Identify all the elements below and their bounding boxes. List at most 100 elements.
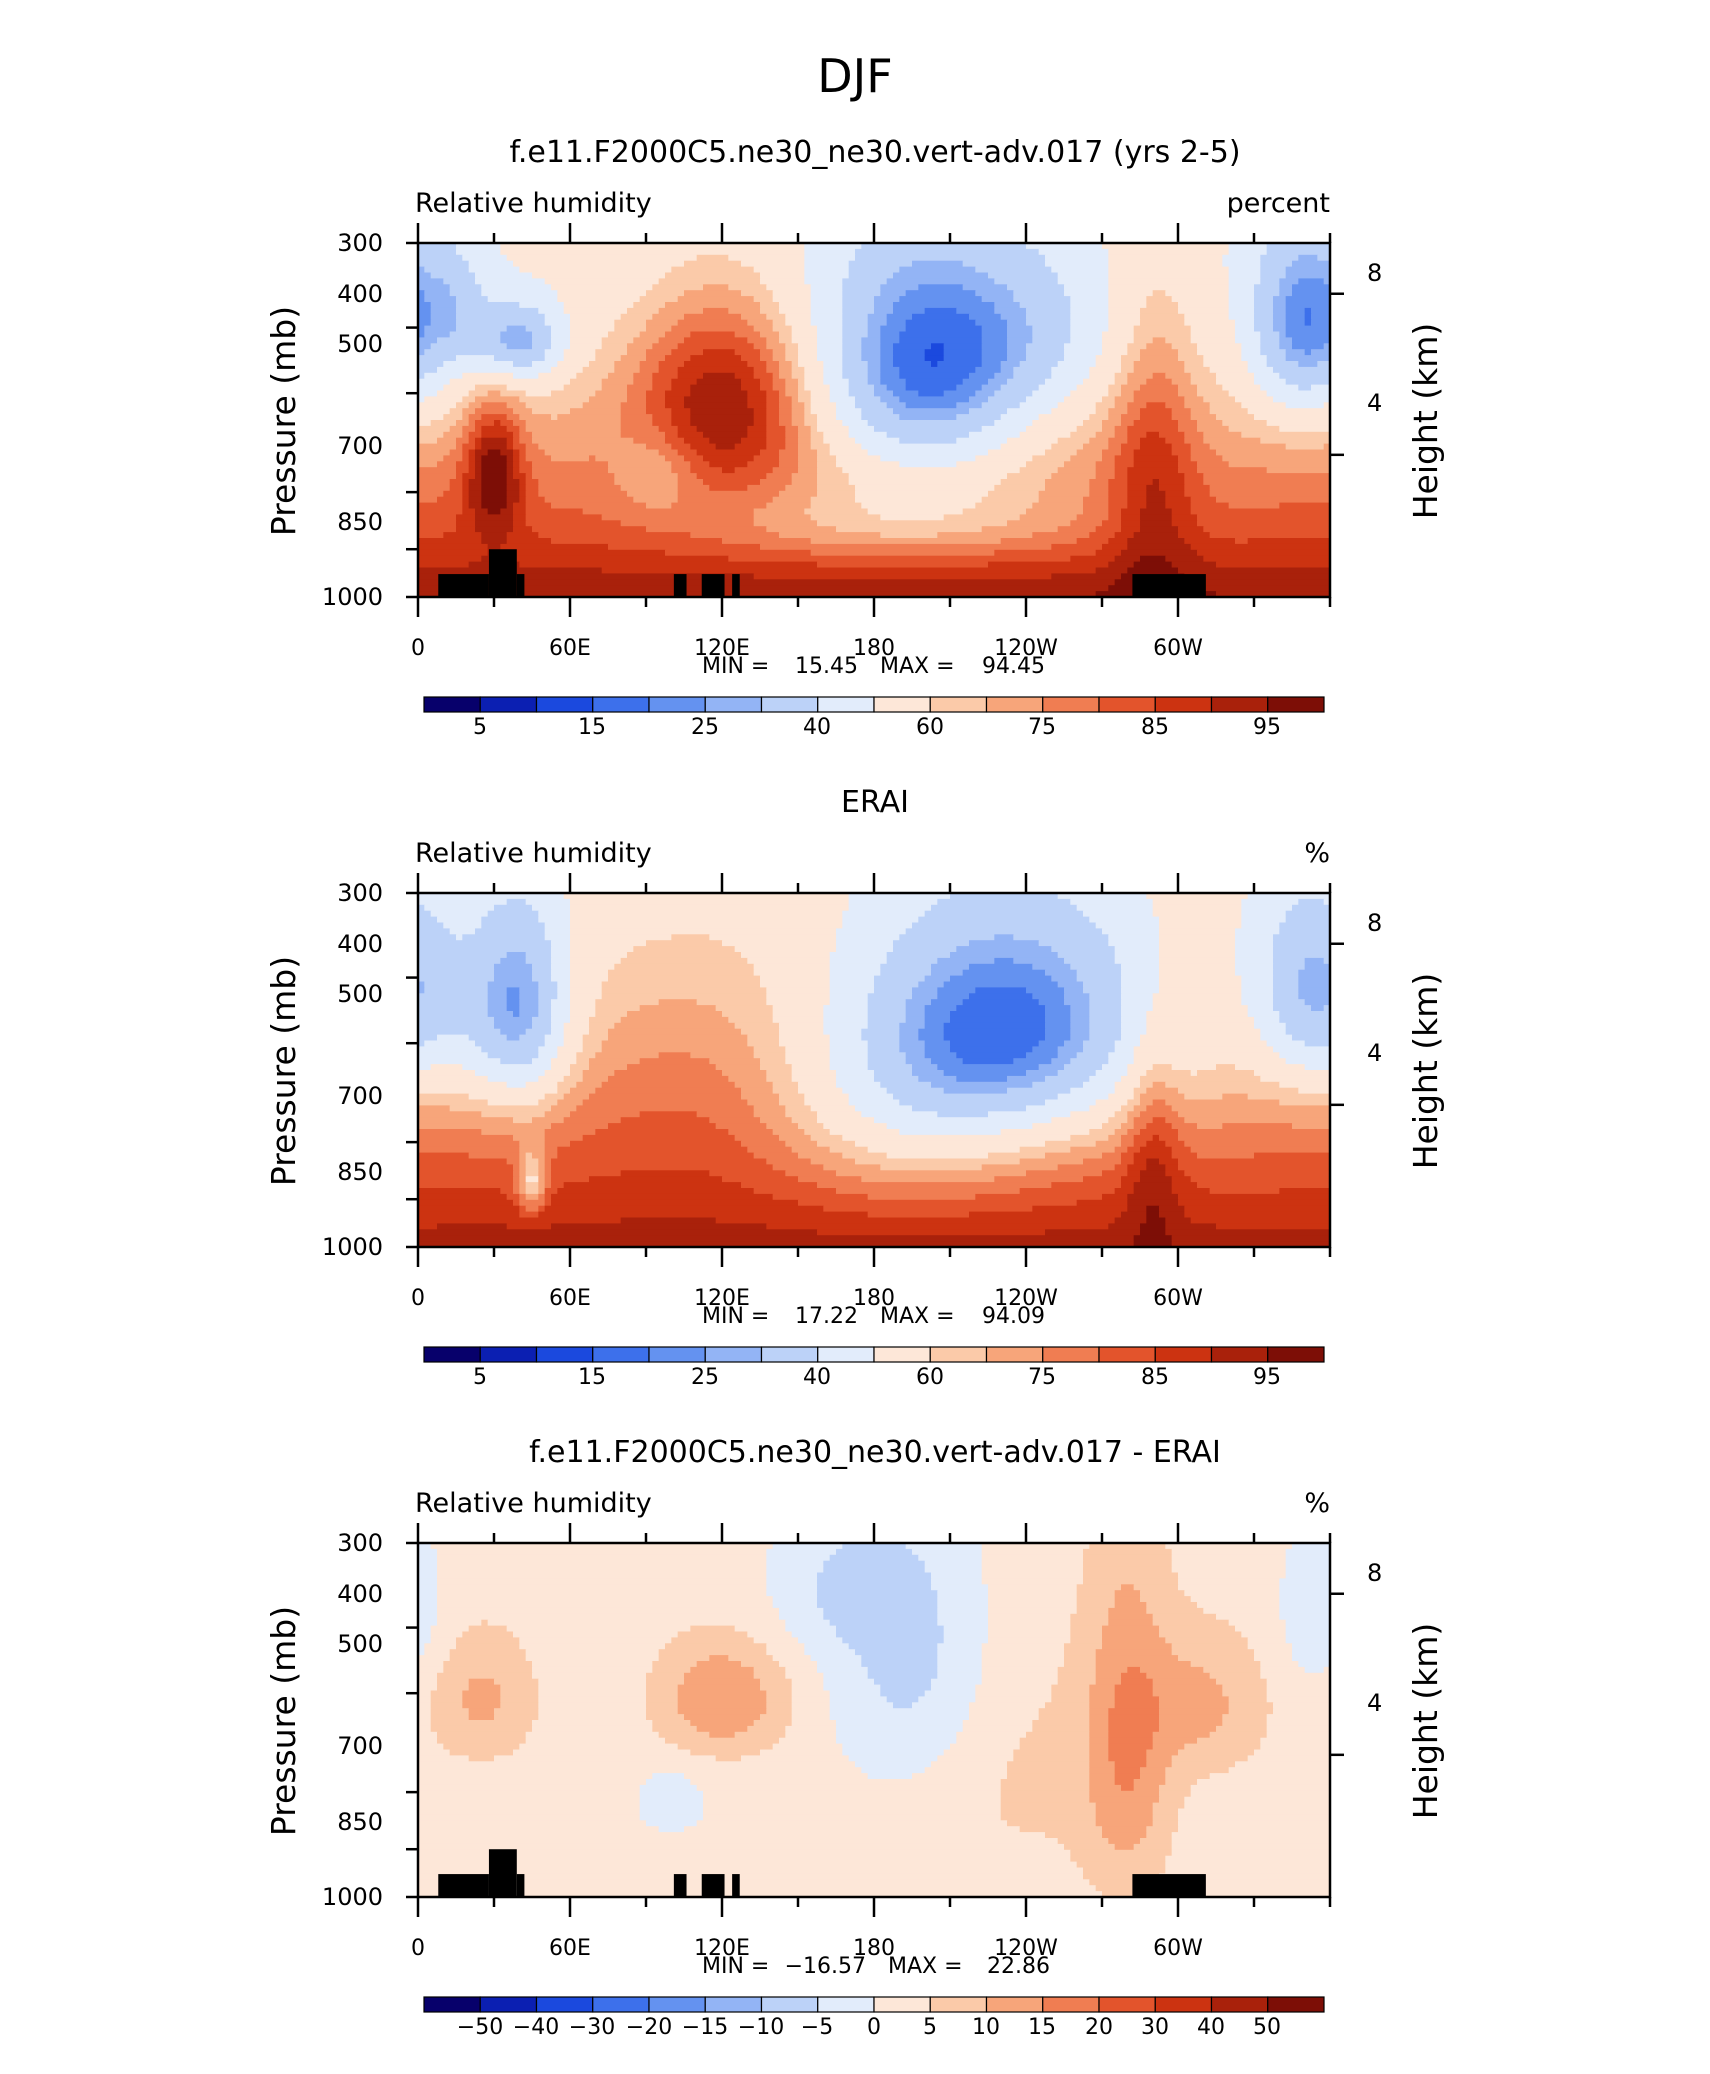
- contour-cell: [1171, 1105, 1330, 1112]
- contour-cell: [874, 981, 919, 988]
- contour-cell: [1127, 1111, 1141, 1118]
- contour-cell: [1266, 243, 1330, 250]
- contour-cell: [766, 1560, 824, 1568]
- contour-cell: [772, 1016, 824, 1024]
- contour-cell: [728, 1655, 774, 1662]
- contour-cell: [823, 1684, 881, 1692]
- contour-cell: [842, 361, 869, 368]
- contour-cell: [1089, 414, 1109, 421]
- contour-cell: [1216, 449, 1330, 456]
- contour-cell: [1266, 420, 1330, 427]
- contour-cell: [1000, 313, 1027, 321]
- contour-cell: [1254, 1070, 1330, 1077]
- y2-axis-label: Height (km): [1406, 973, 1445, 1170]
- colorbar-labels: −50 −40 −30 −20 −15 −10 −5 0 5 10 15 20 …: [457, 2015, 1281, 2040]
- contour-cell: [551, 1170, 622, 1177]
- contour-cell: [1152, 910, 1242, 918]
- contour-cell: [576, 1081, 603, 1089]
- contour-cell: [981, 1643, 1065, 1650]
- contour-cell: [519, 561, 818, 569]
- contour-cell: [1070, 1028, 1090, 1036]
- colorbar-swatch: [535, 1996, 594, 2013]
- contour-cell: [449, 1749, 514, 1756]
- contour-cell: [506, 254, 698, 262]
- contour-cell: [1089, 366, 1122, 374]
- contour-cell: [468, 266, 520, 274]
- contour-cell: [741, 1140, 786, 1148]
- contour-cell: [1159, 484, 1185, 492]
- contour-cell: [418, 1767, 862, 1774]
- contour-cell: [1254, 378, 1287, 386]
- contour-cell: [1108, 307, 1141, 315]
- contour-cell: [525, 490, 539, 498]
- contour-cell: [519, 455, 527, 462]
- contour-cell: [418, 1796, 641, 1804]
- contour-cell: [487, 993, 508, 1000]
- contour-cell: [791, 1070, 837, 1077]
- contour-cell: [753, 296, 774, 303]
- contour-cell: [475, 520, 514, 527]
- contour-cell: [620, 520, 755, 527]
- contour-cell: [798, 355, 818, 362]
- contour-cell: [753, 366, 767, 374]
- contour-cell: [842, 467, 1021, 474]
- contour-cell: [779, 1034, 831, 1042]
- contour-cell: [468, 402, 482, 409]
- contour-cell: [430, 1637, 457, 1644]
- contour-cell: [1083, 378, 1116, 386]
- contour-cell: [924, 307, 957, 315]
- contour-cell: [563, 307, 628, 315]
- contour-cell: [1165, 1164, 1179, 1171]
- contour-cell: [1273, 313, 1287, 321]
- contour-cell: [1083, 496, 1109, 504]
- contour-cell: [1285, 355, 1330, 362]
- contour-cell: [823, 1011, 869, 1018]
- contour-cell: [829, 981, 875, 988]
- contour-cell: [418, 1855, 1071, 1863]
- contour-cell: [1045, 969, 1078, 977]
- contour-cell: [791, 1702, 831, 1709]
- contour-cell: [836, 408, 862, 415]
- y2-tick-label: 4: [1367, 1689, 1382, 1717]
- contour-cell: [1292, 1655, 1330, 1662]
- contour-cell: [418, 999, 489, 1006]
- contour-cell: [456, 461, 470, 468]
- contour-cell: [855, 1649, 938, 1656]
- contour-cell: [1228, 425, 1280, 433]
- contour-cell: [988, 1111, 1071, 1118]
- contour-cell: [899, 1046, 926, 1053]
- contour-cell: [513, 508, 527, 515]
- contour-cell: [1038, 1714, 1090, 1721]
- contour-cell: [671, 934, 710, 941]
- contour-cell: [1083, 1867, 1166, 1874]
- contour-field: [418, 893, 1330, 1247]
- contour-cell: [418, 1064, 432, 1071]
- contour-cell: [544, 1070, 571, 1077]
- contour-cell: [836, 940, 894, 947]
- panel-difference: f.e11.F2000C5.ne30_ne30.vert-adv.017 - E…: [264, 1435, 1445, 2040]
- x-tick-labels: 0 60E 120E 180 120W 60W: [411, 1286, 1203, 1311]
- contour-cell: [956, 1052, 1027, 1059]
- contour-cell: [620, 1117, 710, 1124]
- contour-cell: [766, 437, 786, 445]
- contour-cell: [1190, 455, 1223, 462]
- contour-cell: [937, 1649, 983, 1656]
- contour-cell: [519, 1205, 527, 1213]
- contour-cell: [1285, 1022, 1330, 1030]
- contour-cell: [1057, 437, 1090, 445]
- contour-cell: [829, 390, 850, 397]
- contour-cell: [468, 431, 482, 439]
- contour-cell: [1241, 999, 1274, 1006]
- contour-cell: [677, 425, 698, 433]
- contour-cell: [1235, 1761, 1330, 1768]
- contour-cell: [449, 1655, 527, 1662]
- contour-cell: [1140, 1093, 1185, 1101]
- contour-cell: [487, 987, 508, 994]
- contour-cell: [924, 975, 951, 983]
- contour-cell: [842, 325, 869, 333]
- contour-cell: [1178, 1584, 1280, 1591]
- contour-cell: [456, 934, 463, 941]
- contour-cell: [443, 532, 482, 539]
- contour-cell: [1000, 1796, 1090, 1804]
- contour-cell: [424, 981, 489, 988]
